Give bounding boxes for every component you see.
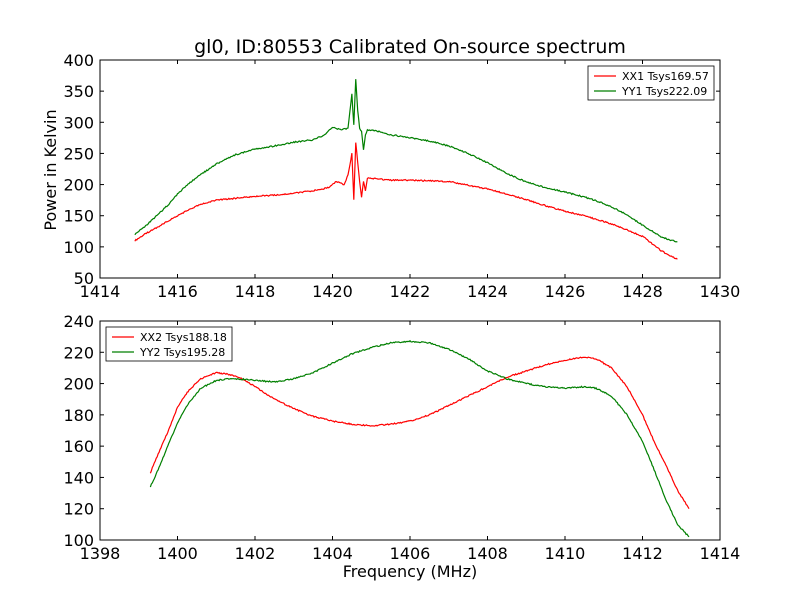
bottom-spectrum-panel: 1398 1400 1402 1404 1406 1408 1410 1412 1414 100 1… (63, 312, 740, 563)
x-tick-label: 1414 (700, 544, 741, 563)
x-tick-label: 1400 (157, 544, 198, 563)
y-tick-label: 250 (63, 144, 94, 163)
x-tick-label: 1398 (80, 544, 121, 563)
y-tick-label: 150 (63, 207, 94, 226)
legend: XX2 Tsys188.18 YY2 Tsys195.28 (105, 326, 233, 362)
y-tick-label: 100 (63, 238, 94, 257)
legend: XX1 Tsys169.57 YY1 Tsys222.09 (587, 65, 715, 101)
series-line-xx2 (149, 356, 690, 510)
y-axis-title: Power in Kelvin (41, 109, 60, 230)
legend-label: XX1 Tsys169.57 (622, 70, 709, 83)
legend-box (587, 65, 715, 101)
x-tick-label: 1428 (622, 282, 663, 301)
y-tick-label: 160 (63, 437, 94, 456)
y-tick-label: 400 (63, 51, 94, 70)
y-tick-label: 350 (63, 82, 94, 101)
y-tick-label: 220 (63, 343, 94, 362)
x-tick-label: 1406 (390, 544, 431, 563)
x-tick-label: 1416 (157, 282, 198, 301)
y-tick-label: 180 (63, 406, 94, 425)
legend-label: XX2 Tsys188.18 (140, 331, 227, 344)
x-tick-label: 1402 (235, 544, 276, 563)
x-tick-label: 1420 (312, 282, 353, 301)
top-spectrum-panel: 1414 1416 1418 1420 1422 1424 1426 1428 1430 50 10… (63, 51, 740, 301)
x-tick-label: 1414 (80, 282, 121, 301)
y-tick-label: 300 (63, 113, 94, 132)
x-axis-title: Frequency (MHz) (343, 562, 477, 581)
chart-title: gl0, ID:80553 Calibrated On-source spect… (194, 36, 626, 58)
y-tick-label: 120 (63, 500, 94, 519)
legend-label: YY2 Tsys195.28 (139, 346, 225, 359)
x-tick-label: 1412 (622, 544, 663, 563)
x-tick-label: 1430 (700, 282, 741, 301)
y-tick-label: 240 (63, 312, 94, 331)
x-tick-label: 1410 (545, 544, 586, 563)
y-tick-label: 200 (63, 375, 94, 394)
legend-box (105, 326, 233, 362)
y-tick-label: 140 (63, 468, 94, 487)
y-tick-label: 100 (63, 531, 94, 550)
x-tick-label: 1404 (312, 544, 353, 563)
series-line-xx1 (134, 142, 678, 260)
x-tick-label: 1422 (390, 282, 431, 301)
x-tick-label: 1426 (545, 282, 586, 301)
series-line-yy1 (134, 79, 678, 243)
y-tick-label: 200 (63, 176, 94, 195)
x-tick-label: 1408 (467, 544, 508, 563)
series-line-yy2 (149, 339, 690, 538)
x-tick-label: 1424 (467, 282, 508, 301)
x-tick-label: 1418 (235, 282, 276, 301)
y-tick-label: 50 (74, 269, 94, 288)
legend-label: YY1 Tsys222.09 (621, 85, 707, 98)
